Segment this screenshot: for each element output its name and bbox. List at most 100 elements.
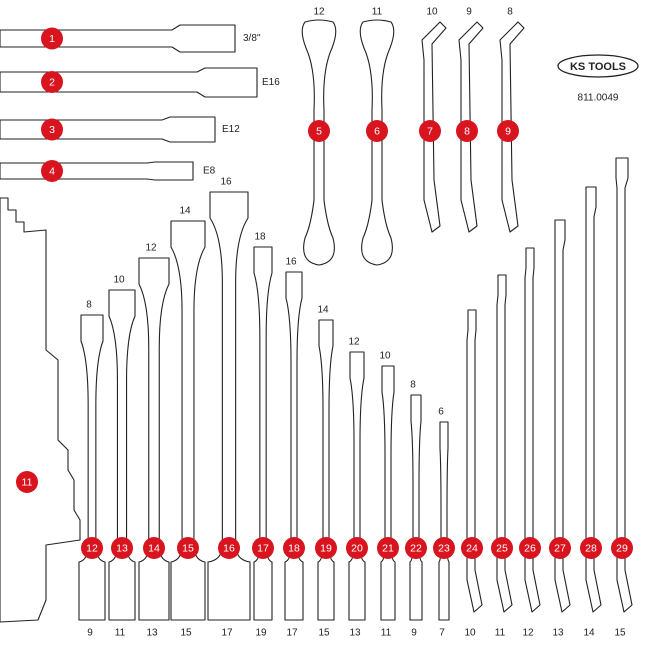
tool-slot bbox=[380, 365, 396, 621]
top-size: 8 bbox=[410, 380, 416, 391]
top-size: 12 bbox=[145, 243, 157, 254]
badge-number: 19 bbox=[320, 542, 332, 554]
badge-circle bbox=[41, 27, 63, 50]
badge: 19 bbox=[315, 537, 337, 559]
badge-number: 21 bbox=[382, 542, 394, 554]
tool-slot bbox=[615, 157, 633, 613]
bottom-size: 13 bbox=[349, 628, 361, 639]
badge-circle bbox=[283, 537, 305, 559]
badge-number: 18 bbox=[288, 542, 300, 554]
tool-slot bbox=[466, 309, 483, 613]
badge-number: 24 bbox=[466, 542, 478, 554]
badge: 2 bbox=[41, 71, 63, 93]
badge-number: 11 bbox=[22, 476, 33, 488]
top-size: 10 bbox=[113, 275, 125, 286]
badge-number: 20 bbox=[351, 542, 363, 554]
top-size: 16 bbox=[220, 177, 232, 188]
tool-slot bbox=[348, 351, 366, 621]
top-size: 8 bbox=[86, 300, 92, 311]
badge-circle bbox=[433, 537, 455, 559]
badge-circle bbox=[218, 537, 240, 559]
wrench-size: 12 bbox=[313, 7, 325, 18]
wrench-size: 9 bbox=[466, 7, 472, 18]
badge-circle bbox=[346, 537, 368, 559]
badge-circle bbox=[41, 160, 63, 182]
badge-circle bbox=[315, 537, 337, 559]
bottom-size: 15 bbox=[614, 628, 626, 639]
badge: 1 bbox=[41, 27, 63, 50]
badge-number: 6 bbox=[374, 125, 380, 137]
badge-number: 14 bbox=[148, 542, 160, 554]
extension-bar bbox=[0, 24, 236, 53]
tool-slot bbox=[438, 421, 450, 621]
badge-number: 15 bbox=[182, 542, 194, 554]
bottom-size: 9 bbox=[87, 628, 93, 639]
bottom-size: 10 bbox=[464, 628, 476, 639]
badge-circle bbox=[41, 71, 63, 93]
badge-circle bbox=[308, 120, 330, 142]
logo-code: 811.0049 bbox=[578, 93, 619, 104]
badge: 23 bbox=[433, 537, 455, 559]
top-size: 16 bbox=[285, 257, 297, 268]
badge-circle bbox=[366, 120, 388, 142]
badge: 7 bbox=[419, 120, 441, 142]
tool-slot bbox=[554, 219, 571, 613]
badge: 18 bbox=[283, 537, 305, 559]
bottom-size: 14 bbox=[583, 628, 595, 639]
bottom-size: 17 bbox=[286, 628, 298, 639]
badge-circle bbox=[611, 537, 633, 559]
badge-number: 27 bbox=[554, 542, 566, 554]
badge-number: 29 bbox=[616, 542, 628, 554]
badge-number: 1 bbox=[49, 33, 55, 45]
bottom-size: 11 bbox=[381, 628, 392, 639]
badge: 11 bbox=[16, 471, 38, 493]
badge-circle bbox=[111, 537, 133, 559]
badge: 16 bbox=[218, 537, 240, 559]
badge: 6 bbox=[366, 120, 388, 142]
badge: 17 bbox=[252, 537, 274, 559]
tool-slot bbox=[524, 247, 541, 613]
badge: 24 bbox=[461, 537, 483, 559]
wrench bbox=[301, 19, 337, 266]
bottom-size: 7 bbox=[439, 628, 445, 639]
wrench-size: 10 bbox=[426, 7, 438, 18]
tool-label: E12 bbox=[222, 124, 240, 135]
badge: 26 bbox=[519, 537, 541, 559]
tool-slot bbox=[78, 314, 106, 621]
bottom-size: 17 bbox=[221, 628, 233, 639]
tool-slot bbox=[170, 220, 206, 621]
badge-circle bbox=[491, 537, 513, 559]
tool-slot bbox=[496, 274, 513, 613]
top-size: 6 bbox=[438, 407, 444, 418]
tool-slot bbox=[585, 186, 602, 613]
tool-label: E8 bbox=[203, 166, 216, 177]
badge-circle bbox=[405, 537, 427, 559]
bottom-size: 11 bbox=[115, 628, 126, 639]
badge: 15 bbox=[177, 537, 199, 559]
badge-number: 7 bbox=[427, 125, 433, 137]
badge-number: 26 bbox=[524, 542, 536, 554]
badge-number: 12 bbox=[86, 542, 98, 554]
badge: 29 bbox=[611, 537, 633, 559]
wrench-size: 11 bbox=[372, 7, 383, 18]
tool-slot bbox=[253, 246, 273, 621]
badge-circle bbox=[252, 537, 274, 559]
badge-circle bbox=[461, 537, 483, 559]
badge-circle bbox=[497, 120, 519, 142]
top-size: 18 bbox=[254, 232, 266, 243]
badge-circle bbox=[81, 537, 103, 559]
badge-circle bbox=[16, 471, 38, 493]
logo: KS TOOLS 811.0049 bbox=[557, 54, 639, 104]
badge-number: 9 bbox=[505, 125, 511, 137]
badge-number: 4 bbox=[49, 165, 55, 177]
badge-circle bbox=[377, 537, 399, 559]
tool-slot bbox=[284, 271, 304, 621]
wrench bbox=[359, 19, 395, 266]
badge-number: 22 bbox=[410, 542, 422, 554]
extension-bar bbox=[0, 161, 194, 181]
top-size: 14 bbox=[179, 206, 191, 217]
badge-circle bbox=[419, 120, 441, 142]
tool-slot bbox=[409, 394, 423, 621]
bottom-size: 13 bbox=[552, 628, 564, 639]
